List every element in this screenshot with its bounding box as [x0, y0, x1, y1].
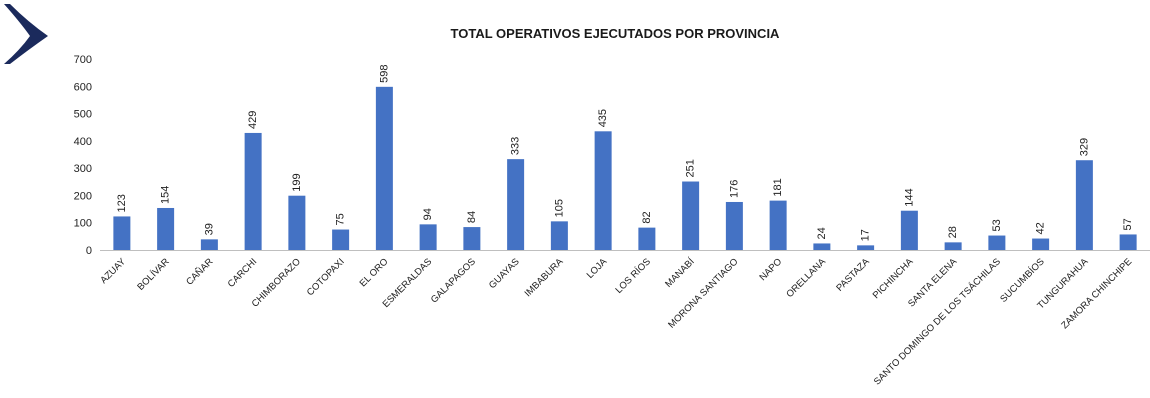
bars [113, 86, 1137, 251]
bar [594, 131, 612, 250]
chevron-right-icon [4, 4, 48, 64]
category-label: MANABÍ [663, 256, 697, 290]
y-tick-label: 200 [74, 190, 92, 202]
data-label: 75 [335, 213, 347, 225]
bar [1075, 160, 1093, 250]
category-label: NAPO [757, 256, 784, 283]
data-label: 435 [597, 109, 609, 127]
bar [157, 207, 175, 250]
data-label: 333 [510, 137, 522, 155]
category-label: COTOPAXI [305, 256, 347, 298]
y-tick-label: 700 [74, 54, 92, 66]
bar [113, 216, 131, 250]
data-label: 251 [685, 159, 697, 177]
data-label: 17 [860, 229, 872, 241]
category-label: PICHINCHA [871, 256, 916, 301]
y-tick-label: 500 [74, 109, 92, 121]
category-label: BOLÍVAR [135, 256, 171, 292]
category-label: GALAPAGOS [429, 256, 478, 305]
data-label: 199 [291, 173, 303, 191]
bar [550, 221, 568, 250]
y-tick-label: 300 [74, 163, 92, 175]
bar [725, 201, 743, 250]
bar [1032, 238, 1050, 250]
category-label: CAÑAR [184, 256, 215, 287]
data-label: 329 [1078, 138, 1090, 156]
category-label: LOJA [585, 256, 610, 281]
data-label: 123 [116, 194, 128, 212]
y-tick-label: 100 [74, 218, 92, 230]
data-label: 57 [1122, 218, 1134, 230]
y-tick-label: 600 [74, 81, 92, 93]
category-label: SUCUMBÍOS [998, 256, 1046, 304]
data-label: 24 [816, 227, 828, 239]
category-label: IMBABURA [523, 256, 566, 299]
y-tick-label: 400 [74, 136, 92, 148]
bar [682, 181, 700, 250]
bar [813, 243, 831, 250]
bar [857, 245, 875, 250]
bar [288, 195, 306, 250]
data-label: 598 [378, 64, 390, 82]
data-label: 53 [991, 219, 1003, 231]
data-label: 176 [728, 180, 740, 198]
bar [769, 200, 787, 250]
data-label: 181 [772, 178, 784, 196]
chart-title: TOTAL OPERATIVOS EJECUTADOS POR PROVINCI… [451, 26, 781, 41]
bar [988, 235, 1006, 250]
bar [900, 210, 918, 250]
bar [463, 227, 481, 250]
data-label: 154 [160, 186, 172, 204]
bar [944, 242, 962, 250]
data-label: 144 [903, 188, 915, 206]
data-label: 84 [466, 211, 478, 223]
bar [507, 159, 525, 250]
data-label: 42 [1035, 222, 1047, 234]
category-label: CARCHI [226, 256, 260, 290]
category-label: ORELLANA [784, 256, 828, 300]
data-labels: 123 154 39 429 199 75 598 94 84 333 105 435 82 251 176… [116, 64, 1134, 241]
data-label: 28 [947, 226, 959, 238]
category-label: AZUAY [98, 256, 128, 286]
data-label: 39 [203, 223, 215, 235]
data-label: 82 [641, 211, 653, 223]
bar [638, 227, 656, 250]
category-label: PASTAZA [834, 256, 872, 294]
bar [1119, 234, 1137, 250]
category-label: LOS RÍOS [613, 256, 653, 296]
bar [375, 86, 393, 251]
category-label: EL ORO [358, 256, 391, 289]
bar [332, 229, 350, 250]
bar [244, 132, 262, 250]
bar [200, 239, 218, 250]
y-axis: 0 100 200 300 400 500 600 700 [74, 54, 1150, 257]
data-label: 94 [422, 208, 434, 220]
data-label: 105 [553, 199, 565, 217]
y-tick-label: 0 [86, 245, 92, 257]
bar [419, 224, 437, 250]
category-label: GUAYAS [487, 256, 522, 291]
data-label: 429 [247, 111, 259, 129]
